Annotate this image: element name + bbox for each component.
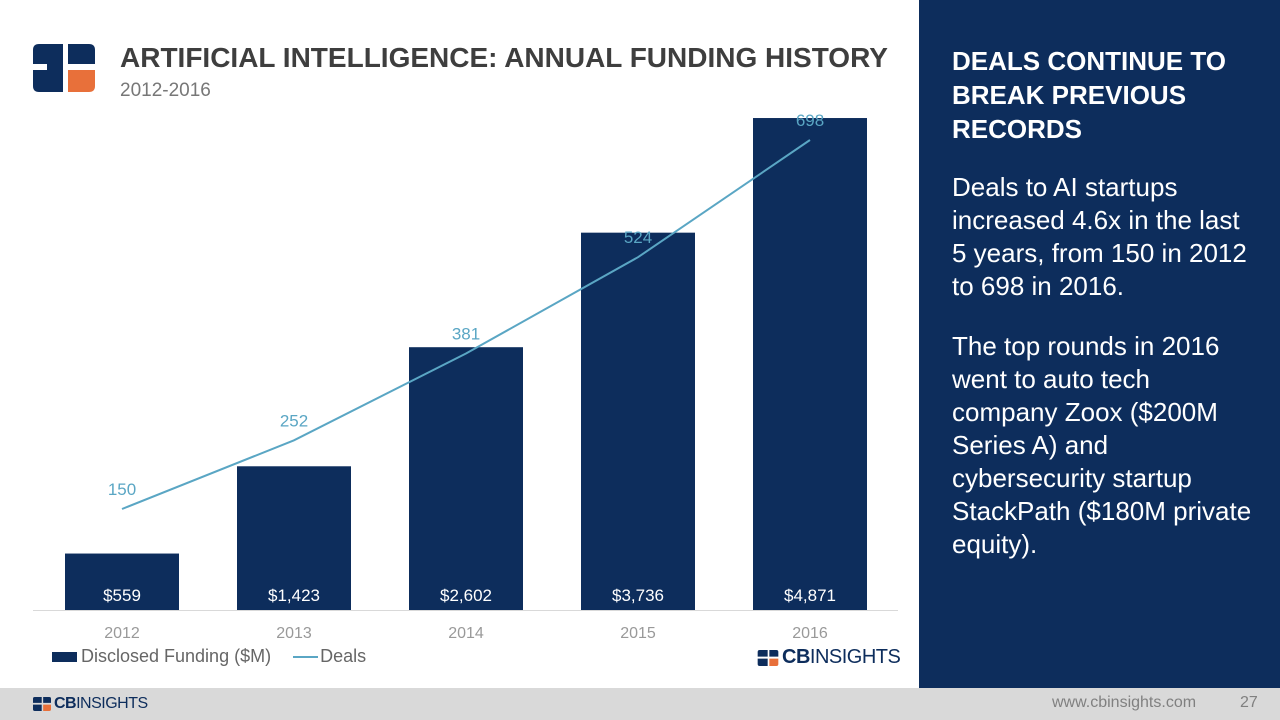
x-tick-label-2016: 2016 [792,625,828,642]
funding-bar-2016 [753,118,867,611]
deals-label-2015: 524 [624,228,652,247]
cb-mini-logo-icon [757,649,779,666]
page-title: ARTIFICIAL INTELLIGENCE: ANNUAL FUNDING … [120,42,888,73]
legend-line-swatch [293,655,319,658]
funding-bar-label-2015: $3,736 [612,586,664,605]
funding-bar-2012 [65,553,179,610]
footer-cb-logo-icon [33,697,51,711]
panel-paragraph-2: The top rounds in 2016 went to auto tech… [952,331,1252,559]
footer-brand-text: CBINSIGHTS [54,695,148,712]
key-takeaway-panel: DEALS CONTINUE TO BREAK PREVIOUS RECORDS… [919,0,1280,688]
deals-label-2016: 698 [796,111,824,130]
panel-paragraph-1: Deals to AI startups increased 4.6x in t… [952,172,1247,301]
funding-bar-2013 [237,466,351,610]
page-number: 27 [1240,694,1258,711]
funding-bar-label-2016: $4,871 [784,586,836,605]
x-tick-label-2012: 2012 [104,625,140,642]
deals-label-2013: 252 [280,411,308,430]
cb-insights-logo-icon [33,44,95,92]
funding-bar-2015 [581,232,695,610]
funding-bar-2014 [409,347,523,610]
panel-heading: DEALS CONTINUE TO BREAK PREVIOUS RECORDS [952,46,1226,144]
deals-label-2014: 381 [452,324,480,343]
page-subtitle: 2012-2016 [120,80,211,101]
legend-bar-swatch [52,651,77,662]
legend-bar-label: Disclosed Funding ($M) [81,646,272,666]
footer-brand-logo: CBINSIGHTS [33,695,148,713]
chart-brand-logo: CBINSIGHTS [757,646,901,669]
deals-label-2012: 150 [108,480,136,499]
x-tick-label-2014: 2014 [448,625,484,642]
footer-url[interactable]: www.cbinsights.com [1052,694,1197,711]
funding-chart: $559 2012 $1,423 2013 $2,602 2014 $3,736 2015 $4… [33,111,898,642]
legend-line-label: Deals [320,646,367,666]
chart-legend: Disclosed Funding ($M) Deals [52,646,366,667]
chart-brand-text: CBINSIGHTS [782,646,901,668]
x-tick-label-2015: 2015 [620,625,656,642]
x-tick-label-2013: 2013 [276,625,312,642]
footer-bar: CBINSIGHTS www.cbinsights.com 27 [0,688,1280,720]
funding-bar-label-2012: $559 [103,586,141,605]
funding-bar-label-2014: $2,602 [440,586,492,605]
deals-line [121,139,811,510]
funding-bar-label-2013: $1,423 [268,586,320,605]
